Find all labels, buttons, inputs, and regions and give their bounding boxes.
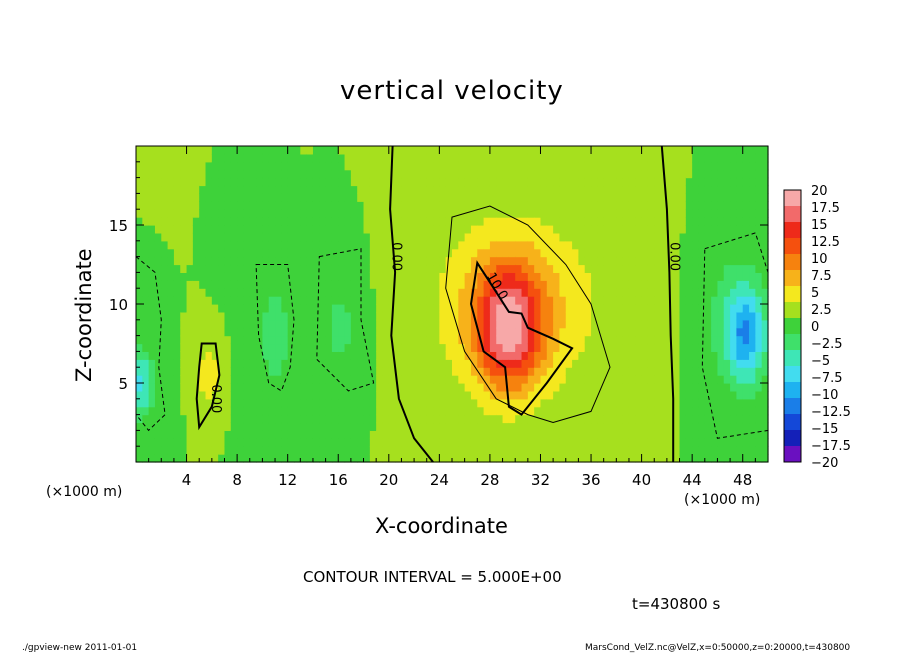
colorbar-segment (784, 270, 801, 287)
colorbar-label: 10 (811, 252, 828, 267)
contour-neg-16 (316, 248, 375, 392)
colorbar-label: 12.5 (811, 235, 840, 250)
colorbar-label: −15 (811, 422, 838, 437)
contour-neg-12 (255, 264, 295, 392)
x-tick-label: 16 (329, 471, 348, 489)
colorbar-label: 2.5 (811, 303, 832, 318)
colorbar-label: −20 (811, 456, 838, 471)
colorbar-label: 5 (811, 286, 819, 301)
x-tick-label: 32 (531, 471, 550, 489)
colorbar-segment (784, 446, 801, 463)
y-tick-label: 15 (109, 217, 128, 235)
x-tick-label: 24 (430, 471, 449, 489)
x-tick-label: 20 (379, 471, 398, 489)
colorbar-label: −5 (811, 354, 830, 369)
colorbar-label: −10 (811, 388, 838, 403)
colorbar-segment (784, 398, 801, 415)
contour-label: 0.00 (208, 384, 223, 413)
colorbar-segment (784, 222, 801, 239)
colorbar-segment (784, 430, 801, 447)
x-tick-label: 40 (632, 471, 651, 489)
x-tick-label: 8 (232, 471, 242, 489)
x-unit-label-left: (×1000 m) (46, 484, 123, 500)
colorbar-segment (784, 318, 801, 335)
contour-10 (469, 260, 574, 416)
x-axis-title: X-coordinate (375, 514, 508, 538)
contour-zero-left (389, 145, 434, 463)
colorbar-label: −7.5 (811, 371, 843, 386)
colorbar-segment (784, 206, 801, 223)
y-axis-title: Z-coordinate (72, 248, 96, 382)
contour-label: 0.00 (667, 242, 682, 271)
colorbar-segment (784, 382, 801, 399)
contour-neg-left (135, 255, 166, 432)
time-label: t=430800 s (632, 595, 721, 613)
colorbar-label: 15 (811, 218, 828, 233)
contour-zero-right (660, 145, 675, 462)
x-tick-label: 44 (683, 471, 702, 489)
colorbar-segment (784, 190, 801, 207)
contour-interval-label: CONTOUR INTERVAL = 5.000E+00 (303, 568, 562, 586)
colorbar-label: 7.5 (811, 269, 832, 284)
footer-left-text: ./gpview-new 2011-01-01 (22, 643, 138, 653)
colorbar-label: 17.5 (811, 201, 840, 216)
x-tick-label: 12 (278, 471, 297, 489)
colorbar-segment (784, 366, 801, 383)
colorbar-label: −12.5 (811, 405, 851, 420)
y-tick-label: 10 (109, 296, 128, 314)
colorbar-label: −17.5 (811, 439, 851, 454)
colorbar-segment (784, 414, 801, 431)
colorbar-frame (783, 189, 802, 463)
chart-title: vertical velocity (340, 76, 564, 106)
x-tick-label: 28 (480, 471, 499, 489)
colorbar-label: 0 (811, 320, 819, 335)
x-tick-label: 36 (581, 471, 600, 489)
colorbar-label: 20 (811, 184, 828, 199)
footer-right-text: MarsCond_VelZ.nc@VelZ,x=0:50000,z=0:2000… (585, 643, 851, 653)
colorbar-segment (784, 286, 801, 303)
y-tick-label: 5 (118, 375, 128, 393)
colorbar-label: −2.5 (811, 337, 843, 352)
x-unit-label-right: (×1000 m) (684, 492, 761, 508)
contour-5 (445, 205, 611, 424)
colorbar-segment (784, 254, 801, 271)
heatmap-field (136, 146, 769, 463)
contour-zero-cell (195, 342, 221, 431)
x-tick-label: 48 (733, 471, 752, 489)
colorbar-segment (784, 238, 801, 255)
colorbar-segment (784, 350, 801, 367)
colorbar-segment (784, 334, 801, 351)
x-tick-label: 4 (182, 471, 192, 489)
contour-label: 0.00 (389, 242, 404, 271)
colorbar-segment (784, 302, 801, 319)
